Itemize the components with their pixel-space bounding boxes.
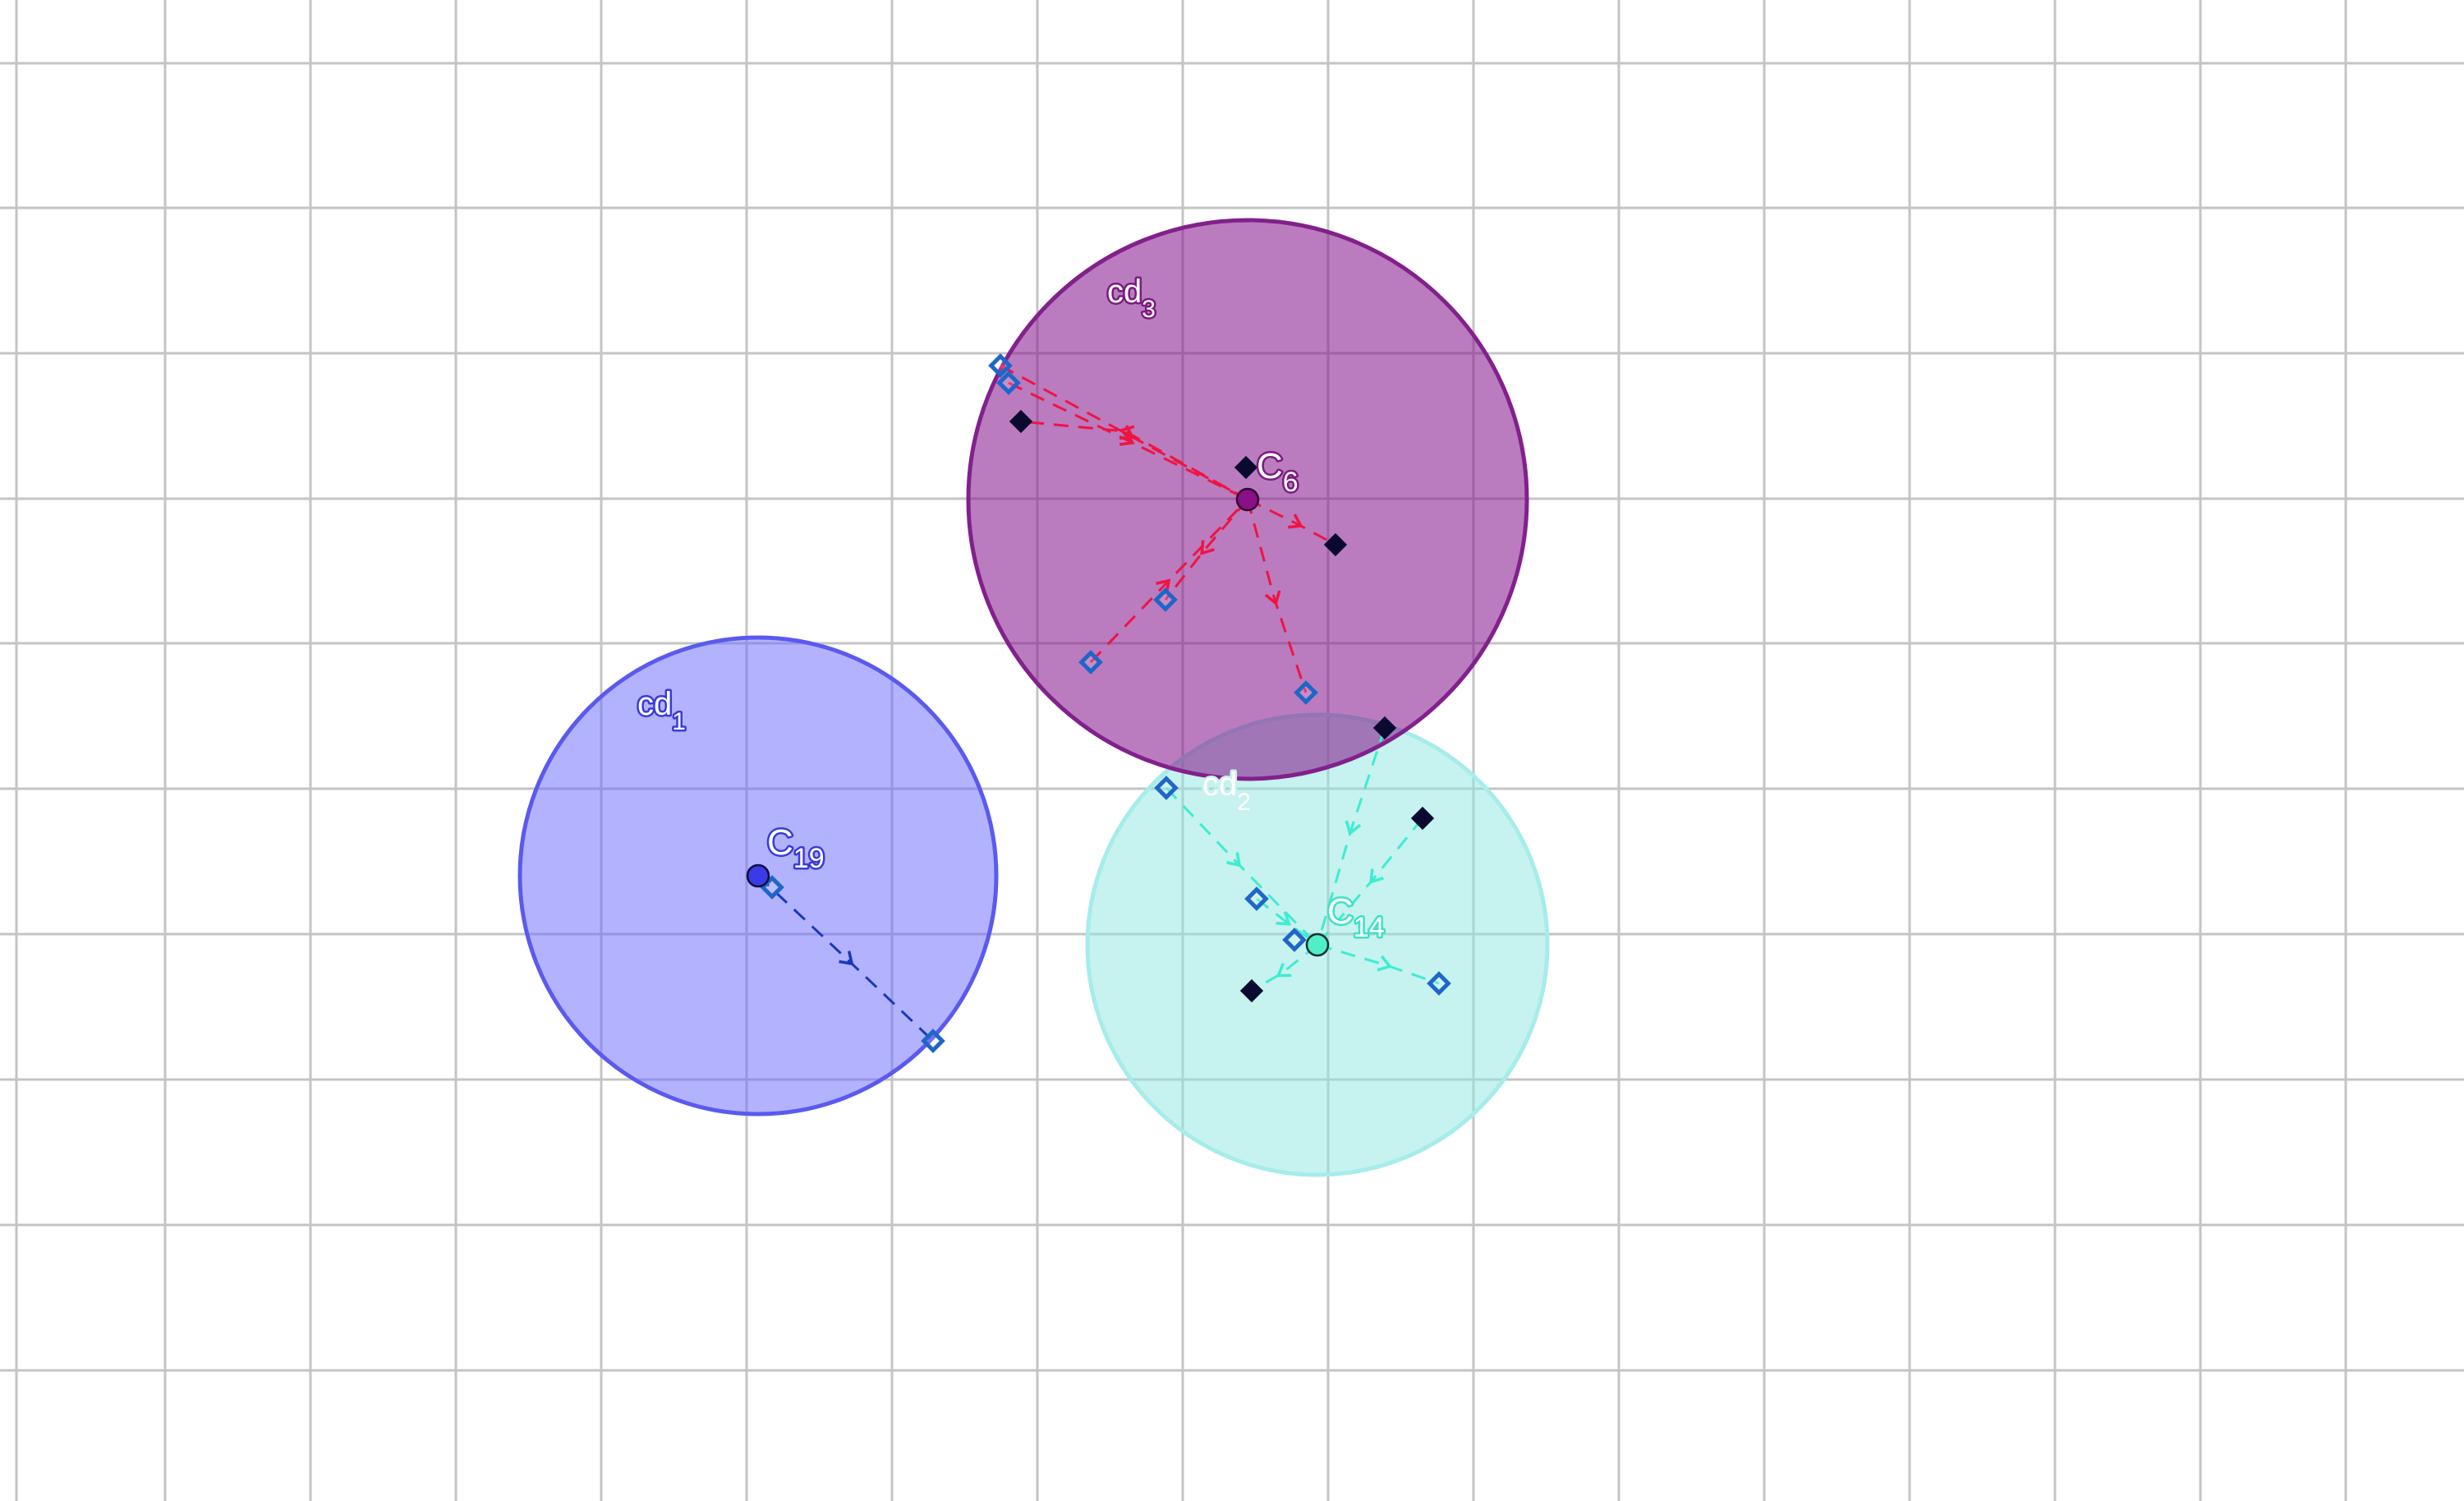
center-point-c14[interactable] [1305, 932, 1330, 957]
center-label-subscript: 19 [793, 843, 825, 874]
center-label-c14: C14 [1327, 891, 1385, 943]
hollow-diamond-marker[interactable] [1153, 587, 1178, 612]
center-point-c6[interactable] [1235, 487, 1260, 512]
disk-label-cd3: cd3 [1107, 274, 1156, 323]
dashed-link [1164, 499, 1249, 601]
disk-label-subscript: 2 [1237, 789, 1251, 816]
hollow-diamond-marker[interactable] [1244, 886, 1269, 911]
hollow-diamond-marker[interactable] [996, 371, 1021, 395]
center-point-c19[interactable] [746, 863, 770, 888]
disk-label-cd1: cd1 [637, 686, 686, 735]
disk-label-name: cd [1107, 274, 1142, 310]
solid-diamond-marker[interactable] [1410, 806, 1435, 831]
dashed-link [756, 874, 935, 1043]
center-label-name: C [1327, 891, 1354, 932]
hollow-diamond-marker[interactable] [988, 353, 1013, 378]
center-label-subscript: 14 [1354, 912, 1385, 943]
center-label-name: C [1257, 446, 1283, 486]
disk-label-name: cd [637, 686, 672, 722]
solid-diamond-marker[interactable] [1009, 409, 1033, 434]
dashed-link [1246, 499, 1308, 693]
disk-label-cd2: cd2 [1202, 767, 1251, 816]
solid-diamond-marker[interactable] [1372, 716, 1397, 740]
solid-markers [1009, 409, 1435, 1003]
hollow-diamond-marker[interactable] [1427, 971, 1451, 996]
dashed-link [1247, 498, 1336, 546]
disk-label-name: cd [1202, 767, 1237, 803]
center-label-c19: C19 [767, 822, 825, 874]
dashed-link [1316, 727, 1386, 946]
hollow-diamond-marker[interactable] [921, 1029, 945, 1053]
dashed-link [1256, 897, 1318, 946]
dashed-link [1316, 817, 1424, 946]
dashed-link [1089, 498, 1249, 664]
hollow-diamond-marker[interactable] [1078, 650, 1103, 675]
hollow-diamond-marker[interactable] [1294, 680, 1318, 705]
disk-label-subscript: 1 [672, 708, 686, 735]
hollow-diamond-marker[interactable] [1282, 928, 1307, 952]
solid-diamond-marker[interactable] [1239, 978, 1264, 1003]
links-cd1 [756, 874, 935, 1043]
center-label-subscript: 6 [1283, 467, 1299, 498]
links-cd2 [1165, 727, 1440, 992]
solid-diamond-marker[interactable] [1234, 455, 1258, 480]
dashed-link [1000, 364, 1248, 501]
center-label-c6: C6 [1257, 446, 1299, 498]
dashed-link [1317, 943, 1440, 985]
hollow-diamond-marker[interactable] [1154, 776, 1179, 800]
links-cd3 [1000, 364, 1336, 693]
disk-label-subscript: 3 [1142, 296, 1156, 323]
center-label-name: C [767, 822, 793, 863]
solid-diamond-marker[interactable] [1323, 532, 1348, 557]
dashed-link [1020, 420, 1248, 501]
